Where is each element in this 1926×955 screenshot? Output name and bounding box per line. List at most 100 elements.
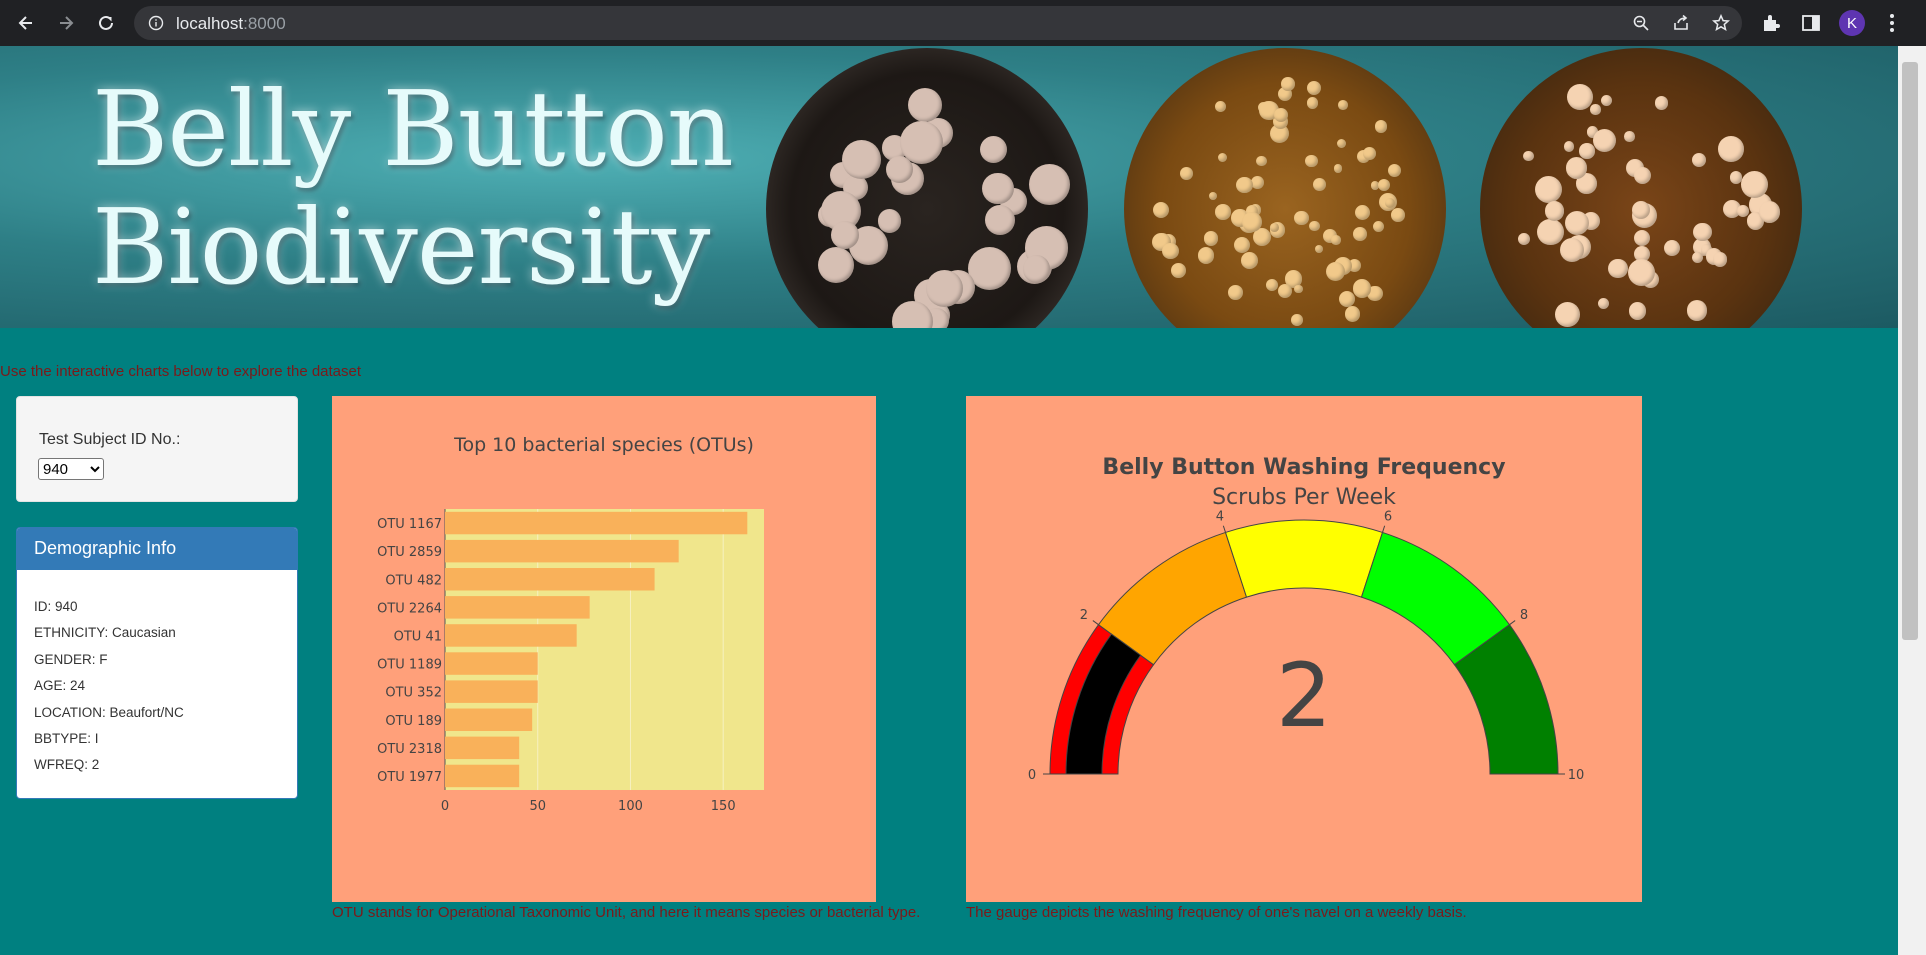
back-button[interactable] (12, 9, 40, 37)
bacteria-colony (1686, 300, 1707, 321)
bacteria-colony (1353, 227, 1367, 241)
bacteria-colony (1373, 220, 1385, 232)
bacteria-colony (1722, 199, 1741, 219)
bacteria-colony (1333, 164, 1343, 173)
bacteria-colony (1717, 136, 1744, 162)
gauge-title: Belly Button Washing Frequency (1102, 455, 1505, 480)
bookmark-star-icon[interactable] (1712, 14, 1730, 32)
bacteria-colony (1631, 200, 1650, 219)
gauge-chart: Belly Button Washing Frequency Scrubs Pe… (1028, 455, 1584, 783)
bar-mark[interactable] (445, 539, 679, 563)
gauge-tick-mark (1222, 525, 1226, 533)
bacteria-colony (1555, 302, 1580, 327)
bacteria-colony (1576, 173, 1597, 194)
gauge-value-number: 2 (1276, 644, 1332, 747)
bacteria-colony (1312, 177, 1326, 191)
bar-y-tick-label: OTU 2264 (377, 601, 442, 616)
bacteria-colony (1153, 201, 1170, 218)
petri-dish-middle (1124, 48, 1446, 328)
bacteria-colony (1374, 120, 1388, 133)
bar-mark[interactable] (445, 708, 533, 731)
extensions-icon[interactable] (1760, 12, 1782, 34)
bacteria-colony (1544, 200, 1565, 221)
bacteria-colony (1537, 219, 1564, 246)
bacteria-colony (1523, 150, 1534, 162)
menu-kebab-icon[interactable] (1881, 12, 1903, 34)
bacteria-colony (1241, 212, 1262, 232)
bar-chart: Top 10 bacterial species (OTUs) 0 50 100 15… (377, 434, 764, 814)
bacteria-colony (1362, 147, 1376, 161)
bar-mark[interactable] (445, 680, 538, 703)
bar-y-tick-label: OTU 189 (385, 714, 442, 729)
reload-button[interactable] (92, 9, 120, 37)
forward-button[interactable] (52, 9, 80, 37)
bacteria-colony (1218, 153, 1228, 163)
address-bar[interactable]: localhost:8000 (134, 6, 1742, 40)
browser-toolbar: localhost:8000 K (0, 0, 1926, 46)
bar-y-tick-label: OTU 482 (385, 573, 442, 588)
bacteria-colony (908, 87, 943, 123)
bacteria-colony (886, 156, 913, 184)
bar-mark[interactable] (445, 511, 748, 535)
subject-id-select[interactable]: 940 (38, 458, 104, 480)
bacteria-colony (1388, 163, 1402, 177)
gauge-tick-label: 0 (1028, 768, 1036, 783)
bacteria-colony (1586, 125, 1599, 138)
bacteria-colony (1391, 208, 1405, 222)
bar-mark[interactable] (445, 764, 520, 788)
bacteria-colony (1331, 234, 1341, 245)
bar-mark[interactable] (445, 568, 655, 591)
bacteria-colony (982, 172, 1014, 205)
profile-avatar[interactable]: K (1839, 10, 1865, 36)
bacteria-colony (1691, 251, 1704, 264)
bacteria-colony (1598, 298, 1610, 310)
bacteria-colony (1624, 131, 1635, 142)
bar-mark[interactable] (445, 624, 577, 647)
bacteria-colony (1214, 101, 1226, 112)
bacteria-colony (926, 270, 964, 308)
bacteria-colony (1758, 201, 1781, 223)
bacteria-colony (1214, 204, 1231, 220)
bacteria-colony (1535, 176, 1562, 204)
bacteria-colony (1258, 100, 1279, 121)
banner-title-line2: Biodiversity (92, 186, 710, 308)
bacteria-colony (1344, 306, 1360, 322)
side-panel-icon[interactable] (1800, 12, 1822, 34)
demo-row-gender: GENDER: F (34, 652, 108, 667)
site-info-icon[interactable] (148, 15, 164, 31)
gauge-tick-mark (1092, 620, 1099, 626)
bacteria-colony (878, 209, 902, 233)
bar-y-tick-label: OTU 352 (385, 686, 442, 701)
bacteria-colony (1579, 143, 1595, 159)
bacteria-colony (1227, 284, 1243, 300)
bar-mark[interactable] (445, 596, 590, 619)
bacteria-colony (1737, 205, 1750, 218)
bacteria-colony (979, 136, 1008, 164)
bar-mark[interactable] (445, 736, 520, 760)
share-icon[interactable] (1672, 14, 1690, 32)
bacteria-colony (1741, 170, 1768, 198)
zoom-icon[interactable] (1632, 14, 1650, 32)
bar-y-tick-label: OTU 1189 (377, 658, 442, 673)
bacteria-colony (817, 247, 854, 284)
bacteria-colony (1633, 166, 1652, 185)
bacteria-colony (1563, 140, 1575, 152)
gauge-tick-label: 2 (1080, 608, 1088, 623)
bacteria-colony (1700, 244, 1713, 256)
scrollbar-thumb[interactable] (1902, 62, 1918, 640)
demo-row-location: LOCATION: Beaufort/NC (34, 705, 184, 720)
bar-y-tick-label: OTU 41 (394, 629, 442, 644)
gauge-chart-caption: The gauge depicts the washing frequency … (966, 904, 1467, 921)
bacteria-colony (831, 221, 859, 250)
intro-text: Use the interactive charts below to expl… (0, 363, 362, 380)
bar-mark[interactable] (445, 652, 538, 675)
bacteria-colony (1567, 84, 1593, 110)
url-text[interactable]: localhost:8000 (176, 14, 286, 34)
bacteria-colony (1209, 192, 1218, 201)
bacteria-colony (1162, 242, 1179, 260)
bacteria-colony (1590, 104, 1601, 115)
bacteria-colony (1628, 259, 1656, 287)
bacteria-colony (1270, 223, 1279, 233)
subject-id-label: Test Subject ID No.: (39, 431, 181, 448)
demo-row-id: ID: 940 (34, 599, 78, 614)
